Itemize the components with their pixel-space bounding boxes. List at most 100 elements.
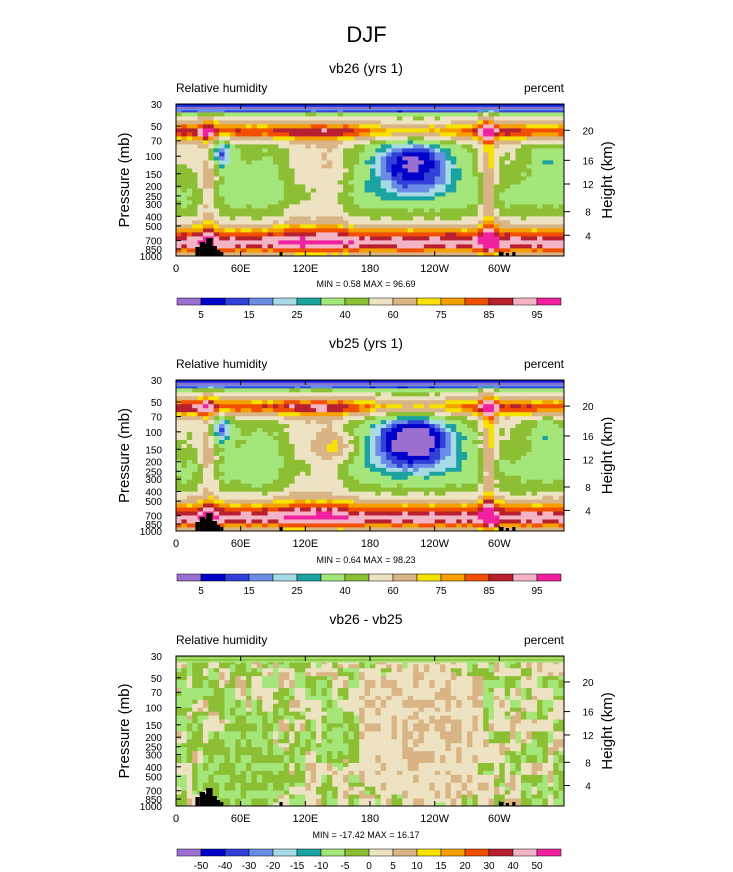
field-cell (202, 192, 209, 197)
field-cell (305, 200, 312, 205)
field-cell (256, 248, 263, 253)
field-cell (402, 224, 409, 229)
field-cell (337, 228, 344, 233)
field-cell (353, 208, 360, 213)
field-cell (370, 160, 376, 165)
field-cell (359, 112, 366, 117)
field-cell (246, 112, 252, 117)
field-cell (262, 112, 269, 117)
field-cell (445, 156, 452, 161)
field-cell (370, 136, 376, 141)
field-cell (353, 160, 360, 165)
field-cell (370, 204, 376, 209)
field-cell (418, 136, 425, 141)
field-cell (316, 212, 322, 217)
field-cell (181, 208, 188, 213)
field-cell (186, 156, 193, 161)
field-cell (181, 244, 188, 249)
field-cell (413, 172, 419, 177)
field-cell (434, 236, 441, 241)
field-cell (299, 252, 306, 257)
field-cell (224, 244, 231, 249)
field-cell (445, 224, 452, 229)
field-cell (418, 160, 425, 165)
field-cell (423, 148, 430, 153)
field-cell (219, 168, 225, 173)
field-cell (380, 128, 387, 133)
field-cell (456, 252, 463, 257)
field-cell (337, 112, 344, 117)
field-cell (440, 112, 446, 117)
field-cell (386, 156, 392, 161)
field-cell (267, 244, 274, 249)
field-cell (353, 224, 360, 229)
field-cell (407, 200, 414, 205)
field-cell (251, 192, 258, 197)
field-cell (413, 140, 419, 145)
field-cell (192, 216, 198, 221)
field-cell (197, 188, 204, 193)
field-cell (186, 248, 193, 253)
field-cell (375, 176, 382, 181)
field-cell (283, 220, 290, 225)
field-cell (299, 172, 306, 177)
field-cell (213, 136, 220, 141)
field-cell (176, 120, 182, 125)
field-cell (316, 204, 322, 209)
field-cell (224, 176, 231, 181)
field-cell (450, 240, 457, 245)
field-cell (396, 216, 403, 221)
field-cell (273, 112, 279, 117)
field-cell (186, 120, 193, 125)
field-cell (343, 140, 349, 145)
field-cell (434, 176, 441, 181)
field-cell (396, 112, 403, 117)
field-cell (391, 240, 398, 245)
field-cell (289, 248, 295, 253)
field-cell (370, 124, 376, 129)
field-cell (186, 184, 193, 189)
field-cell (208, 200, 215, 205)
field-cell (289, 120, 295, 125)
field-cell (181, 164, 188, 169)
field-cell (364, 204, 371, 209)
field-cell (208, 168, 215, 173)
field-cell (267, 184, 274, 189)
field-cell (364, 196, 371, 201)
field-cell (240, 116, 247, 121)
field-cell (380, 168, 387, 173)
field-cell (396, 204, 403, 209)
field-cell (391, 132, 398, 137)
field-cell (326, 248, 333, 253)
field-cell (305, 188, 312, 193)
field-cell (176, 220, 182, 225)
field-cell (181, 188, 188, 193)
field-cell (256, 196, 263, 201)
field-cell (186, 204, 193, 209)
field-cell (364, 128, 371, 133)
field-cell (343, 228, 349, 233)
field-cell (235, 124, 242, 129)
field-cell (246, 228, 252, 233)
field-cell (375, 152, 382, 157)
field-cell (235, 232, 242, 237)
field-cell (321, 220, 328, 225)
field-cell (450, 232, 457, 237)
field-cell (246, 236, 252, 241)
field-cell (251, 124, 258, 129)
field-cell (267, 128, 274, 133)
field-cell (375, 252, 382, 257)
field-cell (219, 144, 225, 149)
field-cell (181, 228, 188, 233)
field-cell (359, 160, 366, 165)
field-cell (418, 244, 425, 249)
field-cell (396, 160, 403, 165)
field-cell (456, 224, 463, 229)
field-cell (256, 160, 263, 165)
field-cell (434, 212, 441, 217)
field-cell (402, 132, 409, 137)
field-cell (418, 224, 425, 229)
field-cell (434, 120, 441, 125)
field-cell (294, 228, 301, 233)
field-cell (310, 124, 317, 129)
